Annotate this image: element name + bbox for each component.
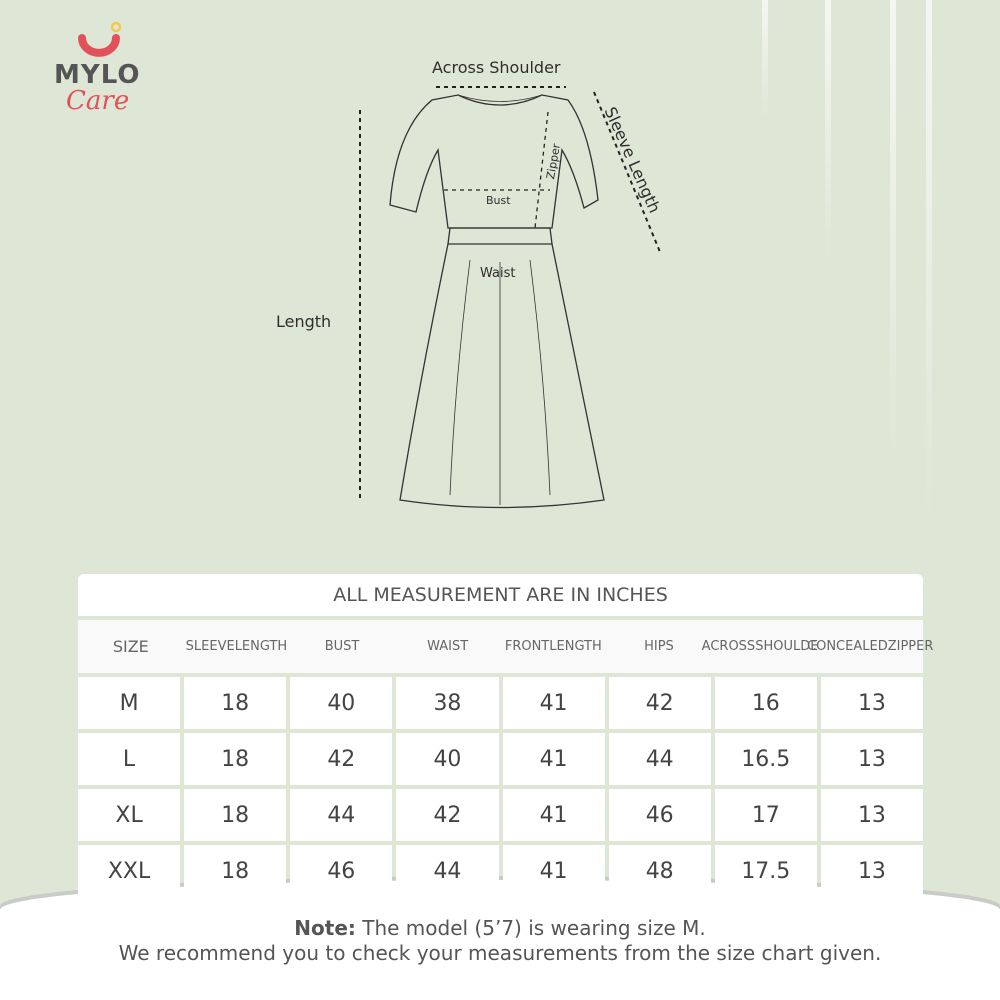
note-line-1: Note: The model (5’7) is wearing size M. <box>0 916 1000 940</box>
size-cell: L <box>78 733 181 785</box>
footer-panel <box>0 880 1000 1000</box>
note-text: The model (5’7) is wearing size M. <box>355 916 706 940</box>
header-text: CONCEALED <box>807 639 888 654</box>
value-cell: 44 <box>608 733 711 785</box>
value-cell: 40 <box>396 733 499 785</box>
table-header-cell: WAIST <box>394 620 501 673</box>
length-label: Length <box>276 312 332 331</box>
value-cell: 17.5 <box>714 845 817 897</box>
header-text: BUST <box>324 639 360 654</box>
logo-smile-icon <box>78 22 122 57</box>
table-header-cell: ACROSS SHOULDER <box>702 620 827 673</box>
value-cell: 13 <box>820 733 923 785</box>
value-cell: 41 <box>502 789 605 841</box>
header-text: FRONT <box>504 639 550 654</box>
table-row: L 18 42 40 41 44 16.5 13 <box>78 733 923 785</box>
brand-logo: MYLO Care <box>52 22 152 122</box>
table-header-cell: CONCEALED ZIPPER <box>807 620 933 673</box>
value-cell: 18 <box>184 733 287 785</box>
header-text: LENGTH <box>234 639 288 654</box>
value-cell: 40 <box>290 677 393 729</box>
header-text: WAIST <box>427 639 469 654</box>
value-cell: 41 <box>502 845 605 897</box>
table-row: XXL 18 46 44 41 48 17.5 13 <box>78 845 923 897</box>
value-cell: 42 <box>396 789 499 841</box>
value-cell: 44 <box>290 789 393 841</box>
value-cell: 42 <box>608 677 711 729</box>
header-text: LENGTH <box>549 639 602 654</box>
dress-diagram <box>359 86 661 509</box>
background-streak <box>890 0 896 470</box>
header-text: ZIPPER <box>887 639 934 654</box>
across-shoulder-label: Across Shoulder <box>432 58 561 77</box>
header-text: SLEEVE <box>185 639 235 654</box>
header-text: HIPS <box>644 639 674 654</box>
note-bold: Note: <box>294 916 356 940</box>
table-header-cell: HIPS <box>606 620 712 673</box>
brand-sub: Care <box>66 86 130 116</box>
value-cell: 13 <box>820 677 923 729</box>
background-streak <box>825 0 831 270</box>
table-row: XL 18 44 42 41 46 17 13 <box>78 789 923 841</box>
header-text: SIZE <box>112 637 149 656</box>
value-cell: 18 <box>184 677 287 729</box>
value-cell: 16 <box>714 677 817 729</box>
value-cell: 16.5 <box>714 733 817 785</box>
brand-name: MYLO <box>54 60 141 90</box>
table-header-cell: FRONT LENGTH <box>500 620 607 673</box>
background-streak <box>762 0 768 120</box>
value-cell: 44 <box>396 845 499 897</box>
header-text: SHOULDER <box>755 639 828 654</box>
size-cell: XXL <box>78 845 181 897</box>
waist-label: Waist <box>480 266 516 281</box>
background-streak <box>926 0 932 530</box>
bust-label: Bust <box>486 194 511 207</box>
value-cell: 48 <box>608 845 711 897</box>
size-chart-table: ALL MEASUREMENT ARE IN INCHES SIZE SLEEVE… <box>78 574 933 897</box>
table-header-cell: SIZE <box>78 620 184 673</box>
table-title: ALL MEASUREMENT ARE IN INCHES <box>78 574 923 616</box>
value-cell: 42 <box>290 733 393 785</box>
size-cell: XL <box>78 789 181 841</box>
note-line-2: We recommend you to check your measureme… <box>118 941 882 965</box>
value-cell: 41 <box>502 677 605 729</box>
value-cell: 46 <box>608 789 711 841</box>
header-text: ACROSS <box>701 639 756 654</box>
value-cell: 18 <box>184 789 287 841</box>
value-cell: 46 <box>290 845 393 897</box>
value-cell: 41 <box>502 733 605 785</box>
value-cell: 13 <box>820 845 923 897</box>
table-header-cell: BUST <box>289 620 395 673</box>
table-row: M 18 40 38 41 42 16 13 <box>78 677 923 729</box>
table-header-cell: SLEEVE LENGTH <box>183 620 290 673</box>
value-cell: 18 <box>184 845 287 897</box>
value-cell: 13 <box>820 789 923 841</box>
value-cell: 38 <box>396 677 499 729</box>
table-header-row: SIZE SLEEVE LENGTH BUST WAIST FRONT LENGTH HIPS… <box>78 620 933 673</box>
value-cell: 17 <box>714 789 817 841</box>
size-cell: M <box>78 677 181 729</box>
